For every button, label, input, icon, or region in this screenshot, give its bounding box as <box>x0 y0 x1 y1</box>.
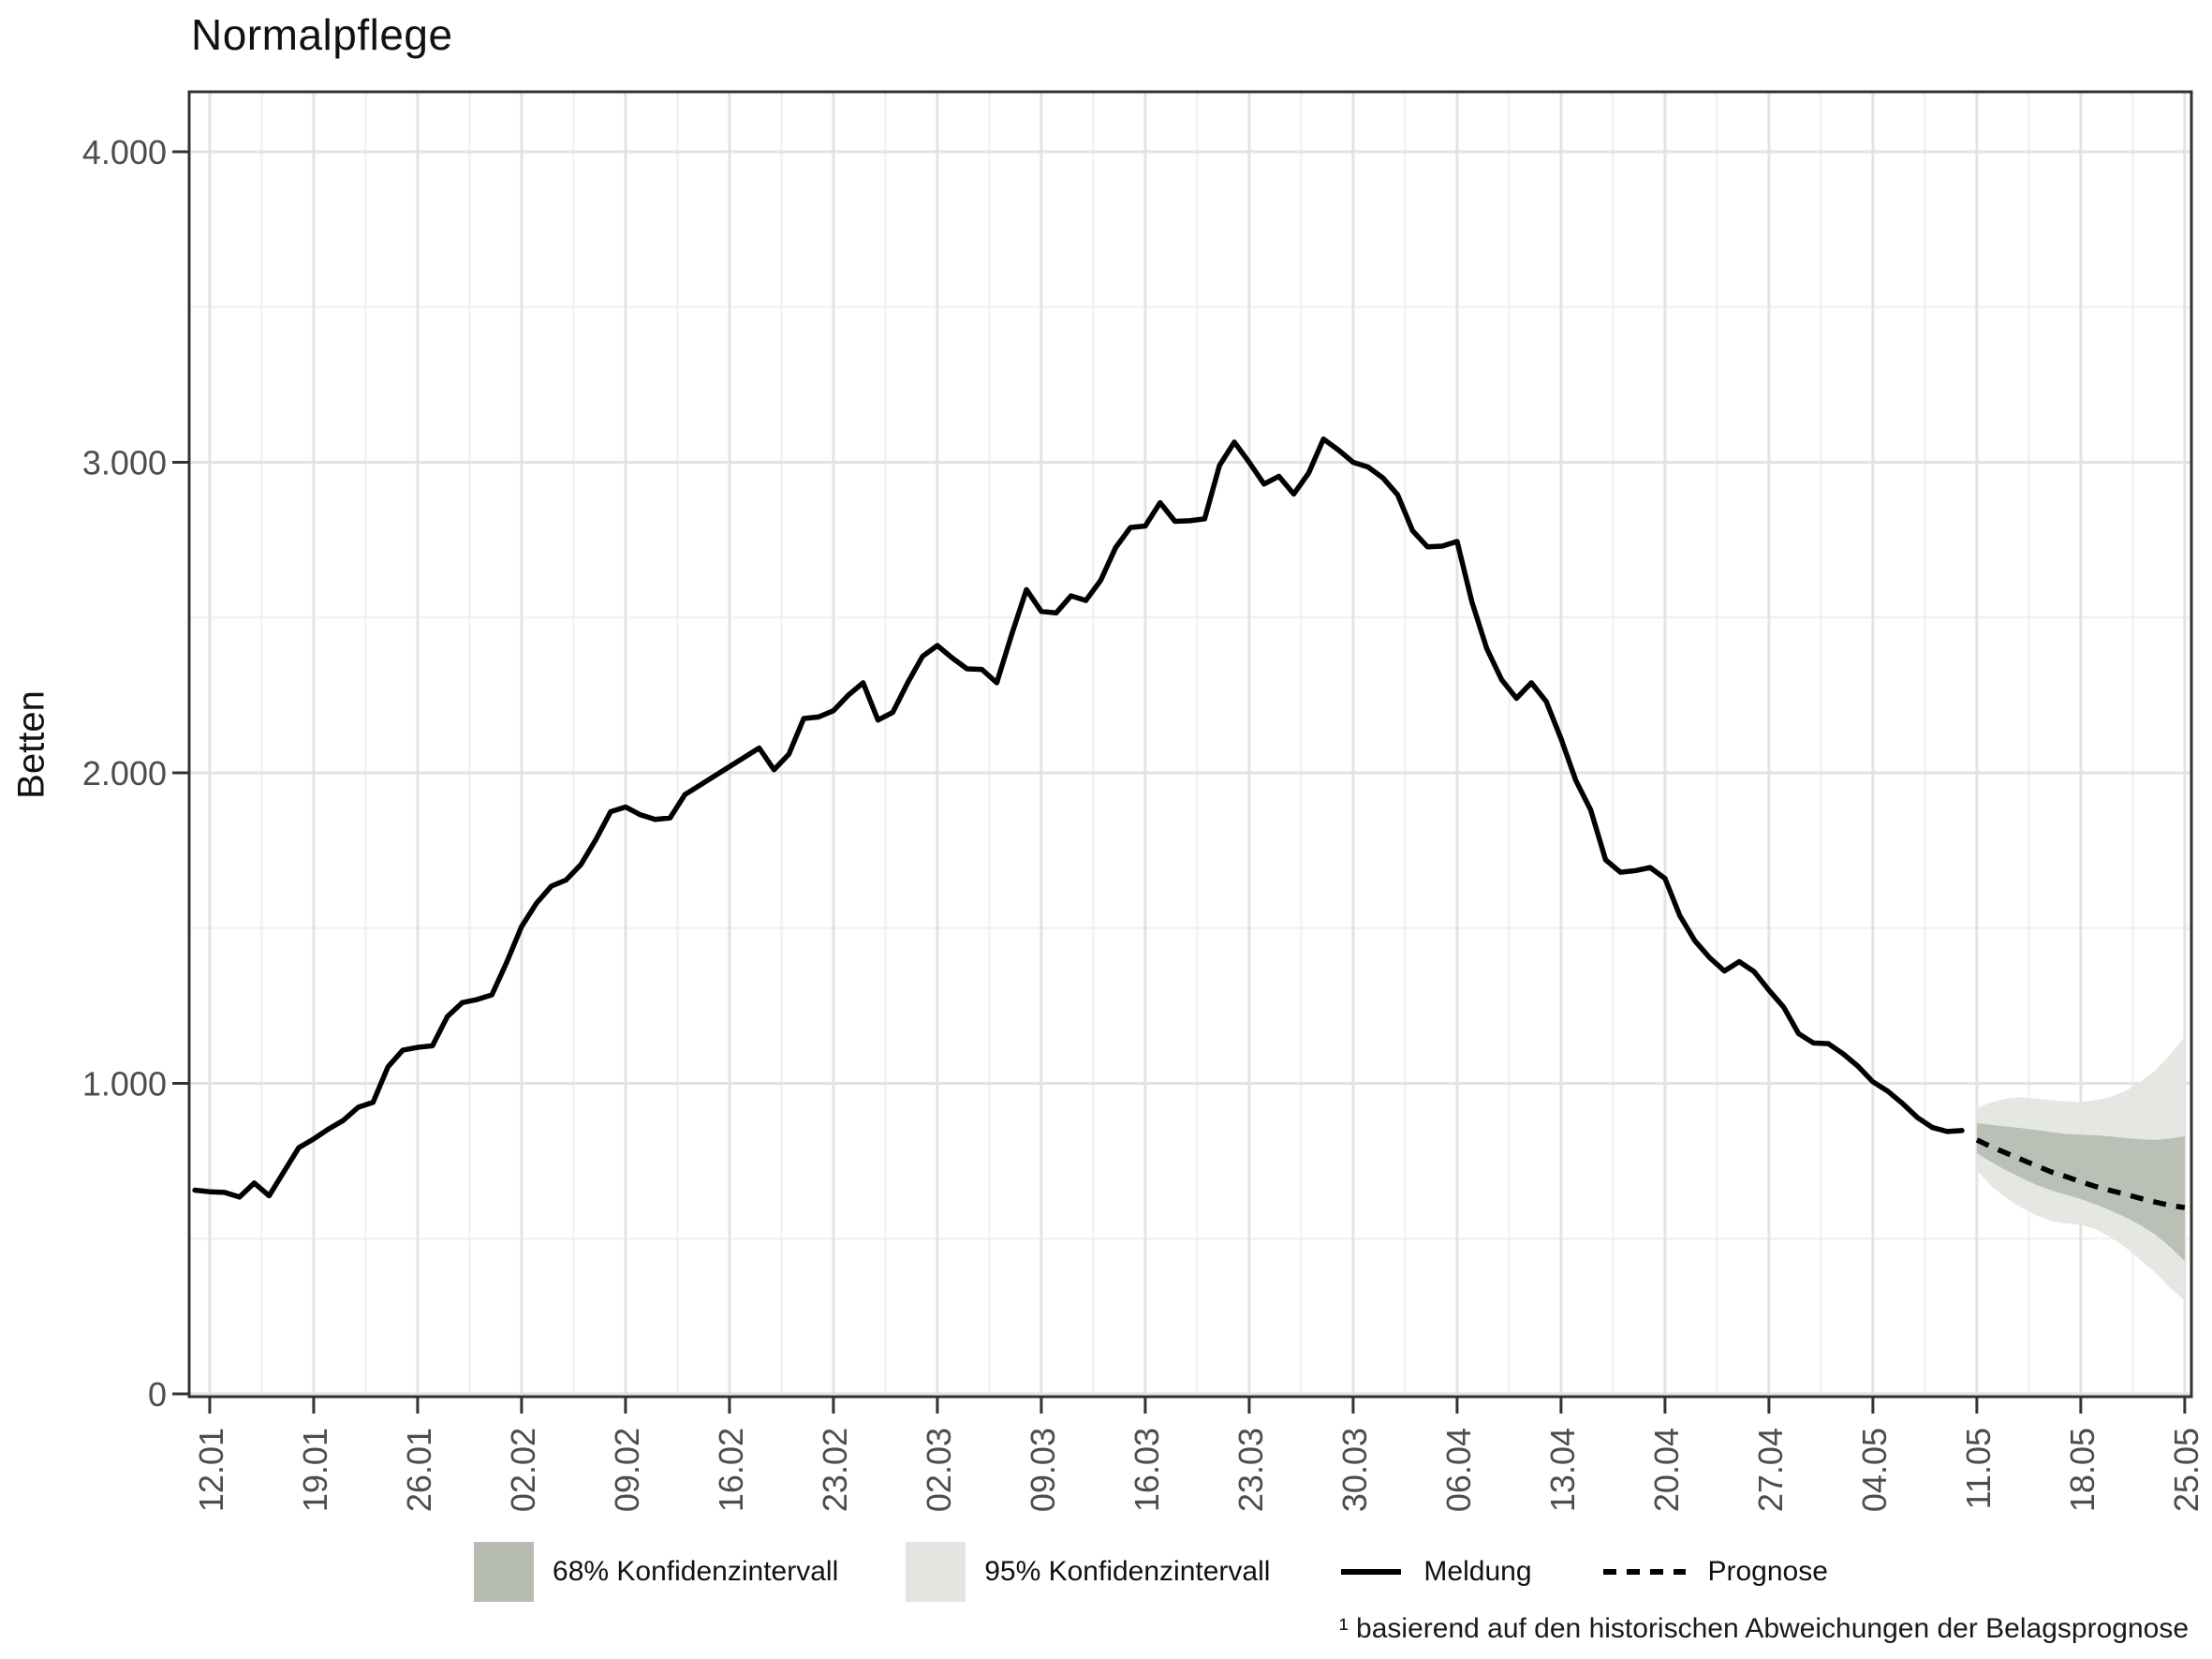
svg-text:16.03: 16.03 <box>1128 1428 1166 1512</box>
svg-text:23.02: 23.02 <box>816 1428 854 1512</box>
svg-text:16.02: 16.02 <box>712 1428 750 1512</box>
svg-text:25.05: 25.05 <box>2167 1428 2205 1512</box>
ci68-label: 68% Konfidenzintervall <box>553 1556 839 1587</box>
chart-legend: 68% Konfidenzintervall 95% Konfidenzinte… <box>45 1542 2212 1602</box>
svg-text:06.04: 06.04 <box>1439 1428 1478 1512</box>
page-title: Normalpflege <box>191 10 453 59</box>
svg-text:18.05: 18.05 <box>2063 1428 2101 1512</box>
svg-text:09.02: 09.02 <box>608 1428 646 1512</box>
svg-text:02.03: 02.03 <box>920 1428 958 1512</box>
footnote: ¹ basierend auf den historischen Abweich… <box>1338 1613 2189 1644</box>
svg-text:12.01: 12.01 <box>192 1428 230 1512</box>
svg-text:2.000: 2.000 <box>82 754 167 792</box>
svg-text:1.000: 1.000 <box>82 1065 167 1104</box>
legend-item-ci95: 95% Konfidenzintervall <box>906 1542 1270 1602</box>
svg-text:3.000: 3.000 <box>82 444 167 482</box>
legend-item-ci68: 68% Konfidenzintervall <box>474 1542 838 1602</box>
solid-line-key-icon <box>1341 1569 1402 1575</box>
svg-text:13.04: 13.04 <box>1543 1428 1582 1512</box>
ci68-swatch <box>474 1542 535 1602</box>
svg-text:20.04: 20.04 <box>1647 1428 1686 1512</box>
prognose-label: Prognose <box>1707 1556 1828 1587</box>
svg-text:26.01: 26.01 <box>400 1428 438 1512</box>
ci95-swatch <box>906 1542 966 1602</box>
svg-text:02.02: 02.02 <box>504 1428 542 1512</box>
legend-item-prognose: Prognose <box>1600 1542 1828 1602</box>
svg-text:23.03: 23.03 <box>1231 1428 1270 1512</box>
svg-text:11.05: 11.05 <box>1959 1428 1998 1509</box>
legend-item-meldung: Meldung <box>1337 1542 1532 1602</box>
svg-text:04.05: 04.05 <box>1855 1428 1894 1512</box>
svg-text:30.03: 30.03 <box>1335 1428 1374 1512</box>
svg-text:0: 0 <box>148 1375 167 1414</box>
ci95-label: 95% Konfidenzintervall <box>984 1556 1271 1587</box>
svg-text:4.000: 4.000 <box>82 133 167 171</box>
svg-text:09.03: 09.03 <box>1024 1428 1062 1512</box>
svg-text:19.01: 19.01 <box>296 1428 334 1512</box>
meldung-label: Meldung <box>1423 1556 1532 1587</box>
dashed-line-key-icon <box>1602 1569 1686 1575</box>
svg-text:27.04: 27.04 <box>1751 1428 1790 1512</box>
